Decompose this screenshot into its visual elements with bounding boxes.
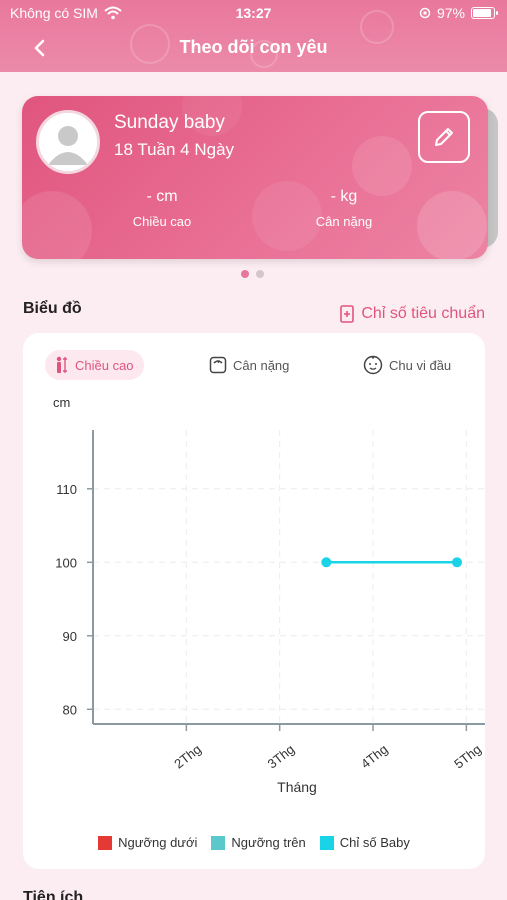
- app-header: Không có SIM 13:27 97% Theo dõi con yêu: [0, 0, 507, 72]
- tab-label: Chu vi đầu: [389, 357, 452, 373]
- edit-profile-button[interactable]: [418, 111, 470, 163]
- battery-percent: 97%: [436, 5, 465, 21]
- nav-bar: Theo dõi con yêu: [0, 28, 507, 68]
- chevron-left-icon: [34, 39, 45, 57]
- battery-icon: [471, 7, 498, 19]
- weight-value: - kg: [330, 188, 358, 205]
- height-label: Chiều cao: [132, 214, 192, 229]
- tab-height[interactable]: Chiều cao: [45, 350, 144, 380]
- status-bar: Không có SIM 13:27 97%: [0, 0, 507, 28]
- baby-face-icon: [363, 355, 383, 375]
- y-tick-label: 90: [63, 629, 77, 644]
- utilities-section-title: Tiện ích: [23, 889, 84, 900]
- weight-label: Cân nặng: [315, 214, 373, 229]
- height-value: - cm: [146, 188, 178, 205]
- back-button[interactable]: [28, 36, 52, 60]
- wifi-icon: [104, 6, 122, 20]
- card-pager: [241, 270, 264, 278]
- legend-item: Chỉ số Baby: [319, 835, 410, 850]
- x-axis-title: Tháng: [277, 779, 317, 795]
- height-icon: [56, 356, 67, 373]
- tab-label: Chiều cao: [75, 357, 134, 373]
- carrier-label: Không có SIM: [10, 5, 98, 21]
- legend-item: Ngưỡng dưới: [98, 835, 197, 850]
- document-plus-icon: [340, 305, 355, 323]
- y-axis-unit: cm: [53, 395, 71, 410]
- baby-name: Sunday baby: [114, 112, 225, 133]
- legend-label: Ngưỡng trên: [231, 835, 306, 850]
- pager-dot[interactable]: [256, 270, 264, 278]
- status-time: 13:27: [235, 5, 272, 21]
- user-icon: [39, 113, 97, 171]
- baby-profile-card[interactable]: Sunday baby 18 Tuần 4 Ngày - cm Chiều ca…: [22, 96, 488, 259]
- y-tick-label: 110: [56, 482, 77, 497]
- chart-section-title: Biểu đồ: [23, 300, 82, 317]
- x-tick-label: 2Thg: [171, 741, 204, 771]
- standard-index-link[interactable]: Chỉ số tiêu chuẩn: [339, 305, 485, 323]
- tab-weight[interactable]: Cân nặng: [199, 350, 299, 380]
- standard-index-label: Chỉ số tiêu chuẩn: [361, 305, 485, 322]
- orientation-lock-icon: [419, 7, 431, 19]
- page-title: Theo dõi con yêu: [179, 37, 328, 57]
- data-point: [452, 557, 462, 568]
- legend-swatch: [319, 835, 334, 850]
- data-point: [321, 557, 332, 568]
- legend-swatch: [98, 835, 113, 850]
- chart-legend: Ngưỡng dưới Ngưỡng trên Chỉ số Baby: [23, 835, 485, 850]
- pager-dot[interactable]: [241, 270, 249, 278]
- pencil-icon: [435, 128, 453, 146]
- scale-icon: [209, 356, 227, 374]
- chart-card: Chiều cao Cân nặng Chu vi đầu cm 80 90 100…: [23, 333, 485, 869]
- height-chart: 80 90 100 110 2Thg 3Thg 4Thg 5Thg Tháng: [55, 430, 485, 795]
- avatar: [36, 110, 100, 174]
- x-tick-label: 4Thg: [358, 741, 391, 771]
- x-tick-label: 3Thg: [265, 741, 298, 771]
- tab-label: Cân nặng: [233, 357, 290, 373]
- legend-item: Ngưỡng trên: [211, 835, 306, 850]
- legend-label: Chỉ số Baby: [339, 835, 410, 850]
- x-tick-label: 5Thg: [451, 741, 484, 771]
- y-tick-label: 100: [55, 555, 77, 570]
- baby-age: 18 Tuần 4 Ngày: [114, 140, 235, 159]
- tab-head-circumference[interactable]: Chu vi đầu: [353, 350, 461, 380]
- y-tick-label: 80: [63, 702, 77, 717]
- legend-swatch: [211, 835, 226, 850]
- legend-label: Ngưỡng dưới: [118, 835, 198, 850]
